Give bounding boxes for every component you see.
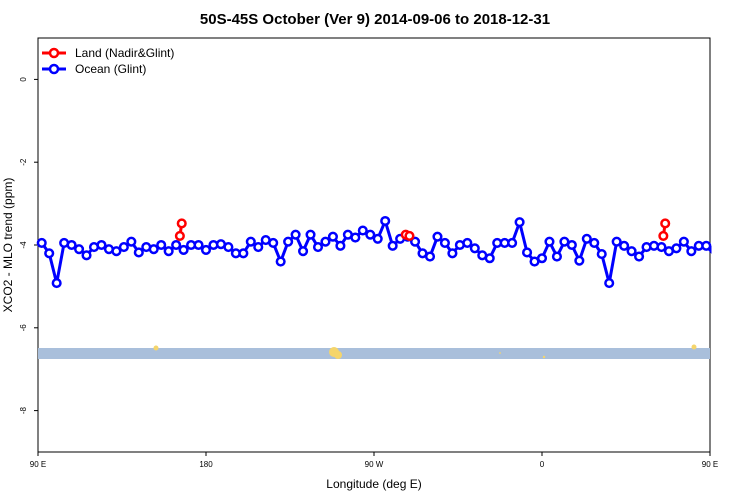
y-tick-label: 0: [19, 77, 28, 82]
ocean-point: [178, 244, 189, 256]
ocean-point: [619, 240, 630, 251]
ocean-point: [163, 246, 174, 257]
ocean-point: [372, 233, 383, 244]
ocean-point: [51, 278, 62, 289]
plot-frame: [37, 37, 711, 453]
ocean-point: [118, 242, 129, 253]
land-point: [658, 230, 669, 241]
chart-title: 50S-45S October (Ver 9) 2014-09-06 to 20…: [200, 11, 550, 28]
x-axis: 90 E 180 90 W 0 90 E: [30, 452, 718, 469]
y-axis-label: XCO2 - MLO trend (ppm): [1, 178, 15, 313]
x-tick-label: 180: [199, 460, 213, 469]
ocean-point: [223, 242, 234, 253]
ocean-point: [536, 253, 548, 264]
x-tick-label: 0: [540, 460, 545, 469]
ocean-point: [200, 244, 212, 256]
ocean-point: [611, 236, 622, 247]
ocean-point: [171, 239, 182, 251]
ocean-point: [701, 240, 712, 251]
ocean-point: [298, 246, 309, 257]
ocean-point: [507, 237, 518, 248]
ocean-point: [604, 278, 615, 289]
ocean-point: [387, 240, 398, 251]
ocean-point: [290, 229, 301, 240]
ocean-point: [626, 246, 637, 257]
ocean-point: [74, 244, 85, 255]
series-land: [174, 218, 671, 241]
series-layer: [36, 215, 712, 289]
y-tick-label: -4: [19, 241, 28, 249]
ocean-point: [357, 225, 368, 236]
ocean-point: [111, 246, 122, 257]
x-tick-label: 90 E: [702, 460, 718, 469]
ocean-point: [634, 251, 645, 262]
series-ocean: [36, 215, 712, 289]
ocean-point: [148, 244, 159, 255]
legend-land-label: Land (Nadir&Glint): [75, 46, 174, 60]
ocean-point: [589, 237, 600, 248]
ocean-point: [432, 231, 443, 242]
x-tick-label: 90 W: [365, 460, 384, 469]
ocean-point: [156, 239, 167, 251]
ocean-point: [447, 248, 458, 259]
ocean-point: [574, 255, 585, 266]
ocean-point: [268, 237, 279, 248]
ocean-point: [283, 236, 294, 247]
ocean-point: [44, 248, 55, 259]
y-tick-label: -8: [19, 406, 28, 414]
ocean-point: [671, 243, 682, 254]
ocean-point: [380, 215, 391, 227]
ocean-point: [193, 239, 204, 251]
ocean-point: [596, 249, 607, 260]
ocean-point: [551, 251, 562, 262]
ocean-point: [96, 239, 107, 251]
ocean-point: [522, 247, 533, 258]
ocean-point: [410, 236, 421, 247]
land-point: [176, 218, 187, 229]
ocean-point: [462, 237, 473, 248]
ocean-point: [439, 237, 450, 248]
ocean-point: [275, 256, 286, 267]
ocean-point: [253, 242, 264, 253]
ocean-point: [484, 253, 495, 264]
ocean-point: [305, 229, 316, 240]
ocean-point: [581, 233, 592, 244]
x-tick-label: 90 E: [30, 460, 46, 469]
legend-ocean-marker: [48, 63, 60, 75]
y-tick-label: -2: [19, 158, 28, 166]
x-axis-label: Longitude (deg E): [326, 477, 421, 491]
ocean-point: [238, 248, 249, 259]
ocean-point: [335, 240, 346, 251]
ocean-point: [133, 247, 144, 258]
ocean-point: [36, 237, 47, 248]
ocean-point: [350, 232, 361, 243]
y-tick-label: -6: [19, 324, 28, 332]
ocean-point: [66, 239, 77, 251]
land-patches: [153, 344, 697, 359]
ocean-point: [469, 243, 480, 254]
ocean-point: [514, 217, 525, 228]
legend: Land (Nadir&Glint) Ocean (Glint): [42, 46, 174, 76]
legend-ocean-label: Ocean (Glint): [75, 62, 146, 76]
land-point: [404, 230, 415, 241]
ocean-point: [544, 236, 555, 247]
land-point: [174, 230, 185, 241]
ocean-point: [327, 231, 338, 242]
ocean-point: [312, 242, 324, 253]
land-ocean-band: [38, 348, 710, 359]
ocean-point: [656, 242, 667, 253]
y-axis: 0 -2 -4 -6 -8: [19, 77, 38, 414]
legend-land-marker: [48, 47, 60, 59]
ocean-point: [126, 236, 137, 247]
ocean-point: [678, 236, 689, 247]
ocean-point: [81, 250, 92, 261]
ocean-point: [320, 236, 331, 247]
land-point: [660, 218, 671, 229]
ocean-point: [365, 229, 376, 240]
ocean-point: [245, 236, 256, 247]
ocean-point: [686, 246, 697, 257]
ocean-point: [566, 239, 577, 251]
ocean-point: [424, 251, 436, 262]
